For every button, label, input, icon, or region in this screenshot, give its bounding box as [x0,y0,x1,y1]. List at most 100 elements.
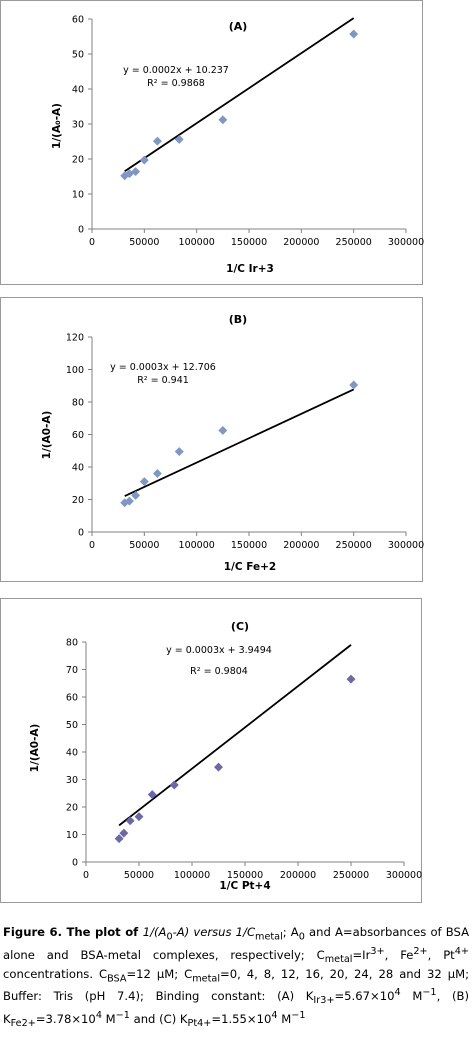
y-tick-label: 30 [66,775,78,786]
caption-superscript: −1 [422,987,437,999]
data-point [218,425,228,435]
caption-text: ; A [282,925,299,939]
caption-text: -A) versus 1/C [172,925,256,939]
x-tick-label: 150000 [231,237,267,248]
data-point [134,812,144,822]
caption-text: 1/(A [142,925,167,939]
x-tick-label: 150000 [231,540,267,551]
y-axis-title: 1/(A0-A) [29,724,41,773]
data-point [346,674,356,684]
data-point [349,380,359,390]
y-tick-label: 100 [66,365,84,376]
x-tick-label: 300000 [388,540,424,551]
y-tick-label: 60 [72,430,84,441]
x-tick-label: 200000 [283,540,319,551]
data-point [152,468,162,479]
y-tick-label: 0 [72,858,78,869]
x-tick-label: 200000 [280,870,316,881]
chart-c-svg: 0 50000 100000 150000 200000 250000 300000 0 10 2… [0,598,422,903]
x-axis-title: 1/C Pt+4 [219,880,270,892]
caption-text: concentrations. C [3,966,108,981]
trendline [124,388,355,497]
y-tick-label: 10 [72,190,84,201]
trendline-equation: y = 0.0002x + 10.237 [123,65,229,76]
chart-title: (A) [229,20,248,33]
data-point [174,134,184,144]
chart-frame [0,297,423,582]
trendline [124,17,355,173]
x-tick-label: 0 [89,237,95,248]
r-squared-label: R² = 0.9868 [147,78,205,89]
data-point [139,477,149,487]
y-tick-label: 20 [72,495,84,506]
x-tick-label: 250000 [336,237,372,248]
caption-superscript: 2+ [413,945,428,957]
caption-text: M [400,989,423,1004]
figure-caption: Figure 6. The plot of 1/(A0-A) versus 1/… [3,925,469,1031]
trendline-equation: y = 0.0003x + 3.9494 [166,645,272,656]
caption-superscript: 4 [271,1009,278,1021]
x-tick-label: 0 [83,870,89,881]
caption-subscript: metal [192,973,220,985]
y-tick-label: 40 [66,748,78,759]
data-point [114,834,124,844]
x-tick-label: 100000 [179,237,215,248]
y-tick-label: 80 [66,638,78,649]
caption-superscript: 4 [394,987,401,999]
data-point [152,136,162,146]
caption-text: , Pt [427,947,455,962]
y-axis-title: 1/(A₀-A) [51,103,63,149]
x-tick-label: 150000 [227,870,263,881]
y-tick-label: 120 [66,333,84,344]
chart-panel-c: 0 50000 100000 150000 200000 250000 300000 0 10 2… [0,598,472,904]
caption-text: and A=absorbances of BSA alone and BSA-m… [3,925,470,962]
caption-text: =0, 4, 8, 12, 16, 20, 24, 28 and 32 μM; … [3,966,469,1004]
y-tick-label: 40 [72,463,84,474]
caption-text: =5.67×10 [334,989,395,1004]
x-axis-title: 1/C Ir+3 [226,263,274,275]
chart-panel-b: 0 50000 100000 150000 200000 250000 300000 0 20 4… [0,297,472,583]
chart-panel-a: 0 50000 100000 150000 200000 250000 300000 0 10 2… [0,0,472,286]
chart-a-svg: 0 50000 100000 150000 200000 250000 300000 0 10 2… [0,0,424,285]
x-tick-label: 100000 [179,540,215,551]
caption-subscript: Ir3+ [313,995,335,1007]
x-tick-label: 50000 [129,237,159,248]
caption-text: =Ir [352,947,371,962]
caption-text: and (C) K [129,1011,188,1026]
data-point [169,780,179,790]
caption-subscript: 0 [298,931,305,943]
data-point [124,496,134,506]
chart-frame [0,598,422,903]
r-squared-label: R² = 0.9804 [190,666,248,677]
data-point [213,762,224,772]
data-point [349,29,359,39]
y-tick-label: 70 [66,665,78,676]
data-point [174,447,184,457]
caption-text: M [101,1011,116,1026]
trendline-equation: y = 0.0003x + 12.706 [110,362,216,373]
caption-subscript: 0 [166,931,173,943]
caption-text: , (B) K [3,989,469,1026]
caption-superscript: 3+ [370,945,385,957]
chart-frame [0,0,423,285]
caption-figure-label: Figure 6. The plot of [3,925,143,939]
x-tick-label: 200000 [283,237,319,248]
y-tick-label: 40 [72,85,84,96]
data-point [139,155,149,165]
y-tick-label: 80 [72,398,84,409]
caption-text: M [277,1011,292,1026]
caption-superscript: 4 [95,1009,102,1021]
caption-superscript: −1 [115,1009,130,1021]
y-tick-label: 0 [78,225,84,236]
caption-superscript: 4+ [454,945,469,957]
y-tick-label: 50 [66,720,78,731]
y-tick-label: 0 [78,528,84,539]
data-point [131,490,141,500]
x-tick-label: 250000 [333,870,369,881]
r-squared-label: R² = 0.941 [137,375,189,386]
y-tick-label: 50 [72,50,84,61]
chart-title: (C) [231,620,249,633]
x-tick-label: 100000 [174,870,210,881]
caption-text: , Fe [384,947,414,962]
data-point [218,115,228,125]
